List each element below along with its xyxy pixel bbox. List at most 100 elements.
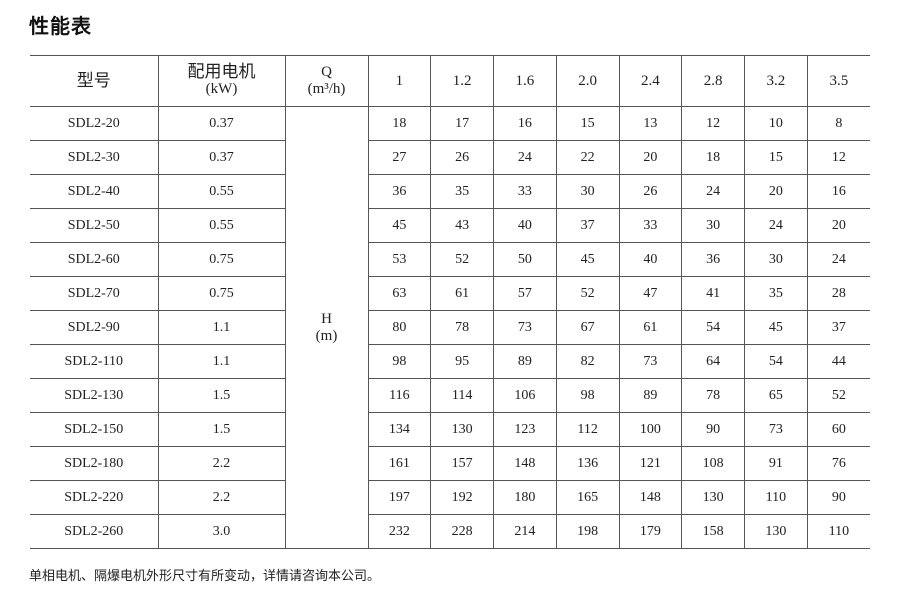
head-value-cell: 54 [681, 310, 745, 345]
head-value-cell: 89 [618, 378, 683, 413]
table-row: SDL2-70 0.75 63 61 57 52 47 41 35 28 [30, 276, 870, 311]
head-value-cell: 53 [367, 242, 432, 277]
head-value-cell: 17 [430, 106, 494, 141]
head-value-cell: 61 [430, 276, 494, 311]
power-cell: 0.75 [157, 276, 286, 311]
head-value-cell: 50 [493, 242, 557, 277]
head-value-cell: 114 [430, 378, 494, 413]
head-value-cell: 40 [493, 208, 557, 243]
model-cell: SDL2-150 [30, 412, 159, 447]
head-value-cell: 116 [367, 378, 432, 413]
head-value-cell: 16 [806, 174, 870, 209]
head-value-cell: 73 [744, 412, 808, 447]
head-value-cell: 27 [367, 140, 432, 175]
head-value-cell: 26 [430, 140, 494, 175]
head-value-cell: 165 [555, 480, 620, 515]
power-cell: 0.37 [157, 140, 286, 175]
head-value-cell: 130 [744, 514, 808, 549]
head-value-cell: 45 [555, 242, 620, 277]
power-cell: 0.75 [157, 242, 286, 277]
table-row: SDL2-20 0.37 H (m) 18 17 16 15 13 12 10 8 [30, 106, 870, 549]
power-cell: 0.37 [157, 106, 286, 141]
head-value-cell: 78 [681, 378, 745, 413]
header-flow-value: 1 [367, 55, 432, 107]
head-value-cell: 179 [618, 514, 683, 549]
table-row: SDL2-180 2.2 161 157 148 136 121 108 91 76 [30, 446, 870, 481]
head-value-cell: 40 [618, 242, 683, 277]
head-value-cell: 15 [744, 140, 808, 175]
head-value-cell: 108 [681, 446, 745, 481]
model-cell: SDL2-60 [30, 242, 159, 277]
header-flow-value: 1.2 [430, 55, 494, 107]
table-row: SDL2-150 1.5 134 130 123 112 100 90 73 60 [30, 412, 870, 447]
head-value-cell: 36 [681, 242, 745, 277]
head-value-cell: 26 [618, 174, 683, 209]
head-value-cell: 82 [555, 344, 620, 379]
table-row: SDL2-220 2.2 197 192 180 165 148 130 110 90 [30, 480, 870, 515]
head-value-cell: 98 [367, 344, 432, 379]
head-value-cell: 18 [367, 106, 432, 141]
head-value-cell: 123 [493, 412, 557, 447]
head-value-cell: 24 [493, 140, 557, 175]
head-value-cell: 61 [618, 310, 683, 345]
table-row: SDL2-130 1.5 116 114 106 98 89 78 65 52 [30, 378, 870, 413]
head-value-cell: 37 [806, 310, 870, 345]
head-value-cell: 45 [744, 310, 808, 345]
power-cell: 1.5 [157, 412, 286, 447]
head-value-cell: 52 [806, 378, 870, 413]
head-value-cell: 157 [430, 446, 494, 481]
header-flow-unit: (m³/h) [307, 81, 346, 97]
header-flow-value: 2.8 [681, 55, 745, 107]
head-value-cell: 161 [367, 446, 432, 481]
head-unit: (m) [315, 327, 338, 344]
head-value-cell: 22 [555, 140, 620, 175]
head-label: H [321, 310, 332, 327]
head-value-cell: 121 [618, 446, 683, 481]
head-value-cell: 228 [430, 514, 494, 549]
table-row: SDL2-30 0.37 27 26 24 22 20 18 15 12 [30, 140, 870, 175]
head-value-cell: 73 [618, 344, 683, 379]
head-value-cell: 136 [555, 446, 620, 481]
header-motor-unit: (kW) [205, 81, 238, 97]
head-value-cell: 52 [555, 276, 620, 311]
head-value-cell: 24 [681, 174, 745, 209]
head-value-cell: 192 [430, 480, 494, 515]
footnote: 单相电机、隔爆电机外形尺寸有所变动，详情请咨询本公司。 [29, 569, 381, 584]
head-value-cell: 134 [367, 412, 432, 447]
head-value-cell: 112 [555, 412, 620, 447]
head-value-cell: 95 [430, 344, 494, 379]
head-value-cell: 148 [618, 480, 683, 515]
head-value-cell: 197 [367, 480, 432, 515]
head-value-cell: 30 [555, 174, 620, 209]
model-cell: SDL2-260 [30, 514, 159, 549]
power-cell: 1.1 [157, 310, 286, 345]
head-value-cell: 12 [806, 140, 870, 175]
head-value-cell: 20 [744, 174, 808, 209]
model-cell: SDL2-220 [30, 480, 159, 515]
head-value-cell: 13 [618, 106, 683, 141]
model-cell: SDL2-70 [30, 276, 159, 311]
head-value-cell: 41 [681, 276, 745, 311]
head-value-cell: 35 [744, 276, 808, 311]
head-value-cell: 24 [744, 208, 808, 243]
head-value-cell: 148 [493, 446, 557, 481]
model-cell: SDL2-20 [30, 106, 159, 141]
model-cell: SDL2-110 [30, 344, 159, 379]
power-cell: 1.1 [157, 344, 286, 379]
head-value-cell: 65 [744, 378, 808, 413]
header-motor-label: 配用电机 [187, 62, 256, 82]
head-value-cell: 130 [430, 412, 494, 447]
power-cell: 0.55 [157, 174, 286, 209]
model-cell: SDL2-90 [30, 310, 159, 345]
head-value-cell: 35 [430, 174, 494, 209]
table-row: SDL2-40 0.55 36 35 33 30 26 24 20 16 [30, 174, 870, 209]
table-row: SDL2-50 0.55 45 43 40 37 33 30 24 20 [30, 208, 870, 243]
head-value-cell: 98 [555, 378, 620, 413]
power-cell: 1.5 [157, 378, 286, 413]
header-flow-value: 3.5 [806, 55, 870, 107]
head-value-cell: 63 [367, 276, 432, 311]
head-value-cell: 100 [618, 412, 683, 447]
head-value-cell: 47 [618, 276, 683, 311]
header-flow-value: 2.0 [555, 55, 620, 107]
head-value-cell: 110 [744, 480, 808, 515]
